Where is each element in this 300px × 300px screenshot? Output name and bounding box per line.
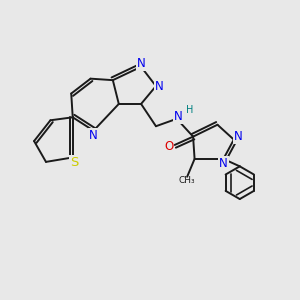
Text: S: S [70,156,78,169]
Text: H: H [186,106,194,116]
Text: N: N [155,80,164,93]
Text: O: O [164,140,173,153]
Text: N: N [89,129,98,142]
Text: CH₃: CH₃ [179,176,196,185]
Text: N: N [234,130,243,143]
Text: N: N [137,57,146,70]
Text: N: N [219,157,228,170]
Text: N: N [174,110,183,123]
